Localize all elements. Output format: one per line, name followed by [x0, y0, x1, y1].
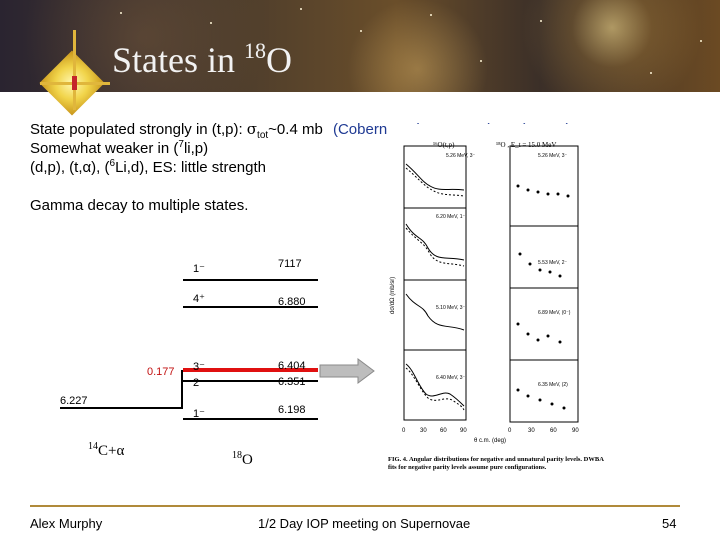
footer-divider: [30, 505, 680, 507]
panel-label: 6.35 MeV, (2): [538, 382, 568, 388]
threshold-offset-label: 0.177: [147, 366, 175, 378]
threshold-connector: [181, 370, 183, 408]
svg-text:0: 0: [402, 428, 406, 434]
svg-text:0: 0: [508, 428, 512, 434]
level-line-6198: [183, 418, 318, 420]
threshold-energy-label: 6.227: [60, 395, 88, 407]
level-line-6880: [183, 306, 318, 308]
energy-label: 6.880: [278, 296, 306, 308]
level-line-7117: [183, 279, 318, 281]
jp-label: 3⁻: [193, 361, 205, 373]
text-line-other-reactions: (d,p), (t,α), (6Li,d), ES: little streng…: [30, 158, 266, 176]
footer-page-number: 54: [662, 516, 677, 531]
footer-author: Alex Murphy: [30, 516, 103, 531]
x-axis-label: θ c.m. (deg): [474, 438, 506, 444]
panel-label: 6.40 MeV, 3⁻: [436, 375, 466, 381]
panel-header-reaction: ¹⁶O(t,p): [433, 141, 455, 149]
title-banner: [0, 0, 720, 92]
level-line-6404: [183, 368, 318, 372]
panel-label: 6.89 MeV, (0⁻): [538, 310, 571, 316]
panel-label: 5.53 MeV, 2⁻: [538, 260, 568, 266]
panel-header-target: ¹⁸O , E_t = 15.0 MeV: [496, 141, 556, 149]
jp-label: 1⁻: [193, 408, 205, 420]
level-line-6351: [183, 380, 318, 382]
jp-label: 2⁻: [193, 377, 205, 389]
text-line-li-p: Somewhat weaker in (7li,p): [30, 139, 209, 157]
angular-distribution-figure: ¹⁶O(t,p) ¹⁸O , E_t = 15.0 MeV 5.26 MeV, …: [388, 124, 610, 494]
energy-label: 6.351: [278, 376, 306, 388]
energy-label: 7117: [278, 258, 302, 270]
left-column-panels: 5.26 MeV, 3⁻ 6.20 MeV, 1⁻ 5.10 MeV, 3⁻ 6…: [403, 145, 476, 421]
figure-svg: ¹⁶O(t,p) ¹⁸O , E_t = 15.0 MeV 5.26 MeV, …: [390, 141, 579, 444]
text-line-gamma-decay: Gamma decay to multiple states.: [30, 197, 249, 214]
jp-label: 4⁺: [193, 293, 205, 305]
jp-label: 1⁻: [193, 263, 205, 275]
panel-label: 5.26 MeV, 3⁻: [538, 153, 568, 159]
figure-caption: FIG. 4. Angular distributions for negati…: [388, 456, 604, 471]
svg-text:30: 30: [528, 428, 535, 434]
threshold-line: [60, 407, 183, 409]
panel-label: 6.20 MeV, 1⁻: [436, 214, 466, 220]
right-column-panels: 5.26 MeV, 3⁻ 5.53 MeV, 2⁻ 6.89 MeV, (0⁻)…: [509, 145, 579, 423]
svg-text:60: 60: [440, 428, 447, 434]
svg-text:60: 60: [550, 428, 557, 434]
svg-text:90: 90: [460, 428, 467, 434]
energy-label: 6.404: [278, 360, 306, 372]
energy-label: 6.198: [278, 404, 306, 416]
panel-label: 5.26 MeV, 3⁻: [446, 153, 476, 159]
logo-cross-mark: [72, 76, 77, 90]
svg-text:30: 30: [420, 428, 427, 434]
svg-text:90: 90: [572, 428, 579, 434]
pointer-arrow-icon: [319, 358, 375, 384]
nucleus-label: 18O: [232, 450, 253, 468]
y-axis-label: dσ/dΩ (mb/sr): [390, 277, 396, 314]
panel-label: 5.10 MeV, 3⁻: [436, 305, 466, 311]
footer-event: 1/2 Day IOP meeting on Supernovae: [258, 516, 471, 531]
logo-cross-vertical: [73, 30, 76, 110]
x-axis-ticks: 0 30 60 90 0 30 60 90: [402, 428, 579, 434]
channel-label: 14C+α: [88, 441, 125, 459]
slide-title: States in 18O: [112, 38, 292, 80]
